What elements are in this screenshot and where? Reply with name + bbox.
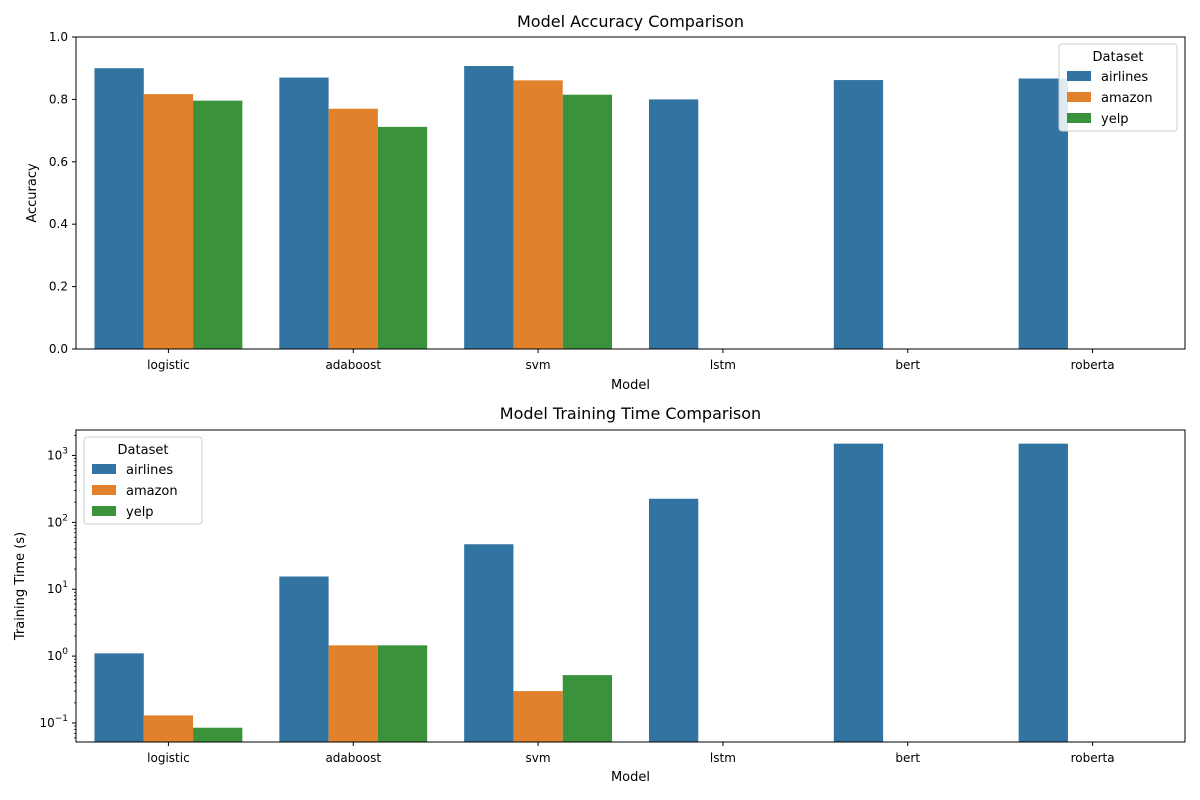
bar-yelp-logistic — [193, 100, 243, 350]
bar-amazon-adaboost — [328, 108, 378, 349]
x-axis-label: Model — [611, 770, 650, 785]
bar-amazon-logistic — [143, 94, 194, 349]
bar-airlines-adaboost — [279, 77, 329, 349]
bar-amazon-adaboost — [328, 645, 378, 742]
chart-title: Model Training Time Comparison — [500, 404, 761, 423]
x-tick-label: lstm — [710, 751, 736, 765]
legend-title: Dataset — [1093, 50, 1144, 65]
legend-title: Dataset — [118, 443, 169, 458]
bar-airlines-adaboost — [279, 576, 329, 742]
bars-group — [94, 443, 1068, 742]
legend-swatch-yelp — [1067, 113, 1091, 123]
bar-yelp-svm — [562, 94, 613, 349]
bar-amazon-svm — [513, 691, 563, 742]
y-tick-label: 103 — [47, 446, 68, 462]
y-tick-label: 101 — [47, 580, 68, 596]
legend-label-yelp: yelp — [1101, 112, 1129, 127]
x-tick-label: logistic — [147, 751, 190, 765]
x-tick-label: svm — [526, 358, 551, 372]
bar-airlines-bert — [833, 80, 884, 349]
plot-frame — [75, 36, 1186, 350]
x-tick-label: adaboost — [325, 358, 381, 372]
x-ticks: logistic adaboost svm lstm bert roberta — [147, 742, 1115, 765]
legend-swatch-amazon — [92, 485, 116, 495]
bar-yelp-logistic — [193, 727, 243, 742]
legend-swatch-airlines — [92, 464, 116, 474]
legend: Dataset airlines amazon yelp — [1058, 43, 1178, 132]
x-axis-label: Model — [611, 378, 650, 393]
legend-label-yelp: yelp — [126, 505, 154, 520]
bar-yelp-svm — [562, 675, 613, 742]
bar-airlines-svm — [464, 66, 514, 350]
bar-airlines-bert — [833, 443, 884, 742]
plot-frame — [75, 429, 1186, 743]
y-tick-label: 1.0 — [49, 30, 68, 44]
y-tick-label: 100 — [47, 647, 68, 663]
y-tick-label: 0.0 — [49, 342, 68, 356]
legend-box — [83, 436, 203, 525]
bar-amazon-logistic — [143, 715, 194, 742]
y-ticks: 0.0 0.2 0.4 0.6 0.8 1.0 — [49, 30, 76, 356]
y-tick-label: 0.4 — [49, 217, 68, 231]
y-axis-label: Accuracy — [25, 163, 40, 223]
y-tick-label: 0.2 — [49, 280, 68, 294]
training-time-chart: Model Training Time Comparison logistic a… — [13, 404, 1186, 785]
bar-airlines-lstm — [648, 99, 699, 350]
bars-group — [94, 66, 1068, 350]
legend-box — [1058, 43, 1178, 132]
x-tick-label: logistic — [147, 358, 190, 372]
accuracy-chart: Model Accuracy Comparison logistic adaboo… — [25, 12, 1186, 393]
y-tick-label: 0.8 — [49, 92, 68, 106]
x-tick-label: roberta — [1071, 358, 1115, 372]
legend-label-amazon: amazon — [1101, 91, 1153, 106]
legend-label-airlines: airlines — [126, 463, 173, 478]
legend: Dataset airlines amazon yelp — [83, 436, 203, 525]
legend-label-amazon: amazon — [126, 484, 178, 499]
bar-airlines-logistic — [94, 68, 144, 349]
legend-label-airlines: airlines — [1101, 70, 1148, 85]
x-tick-label: bert — [895, 751, 920, 765]
y-ticks: 10−1 100 101 102 103 — [39, 434, 76, 739]
x-tick-label: adaboost — [325, 751, 381, 765]
bar-airlines-svm — [464, 544, 514, 742]
legend-swatch-airlines — [1067, 71, 1091, 81]
bar-airlines-logistic — [94, 653, 144, 742]
bar-yelp-adaboost — [377, 126, 428, 349]
legend-swatch-yelp — [92, 506, 116, 516]
y-tick-label: 0.6 — [49, 155, 68, 169]
bar-airlines-roberta — [1018, 443, 1068, 742]
y-axis-label: Training Time (s) — [13, 532, 28, 641]
x-tick-label: bert — [895, 358, 920, 372]
x-tick-label: lstm — [710, 358, 736, 372]
chart-title: Model Accuracy Comparison — [517, 12, 744, 31]
y-tick-label: 10−1 — [39, 714, 68, 730]
legend-swatch-amazon — [1067, 92, 1091, 102]
bar-airlines-lstm — [648, 498, 699, 742]
y-tick-label: 102 — [47, 513, 68, 529]
bar-yelp-adaboost — [377, 645, 428, 742]
x-ticks: logistic adaboost svm lstm bert roberta — [147, 349, 1115, 372]
x-tick-label: svm — [526, 751, 551, 765]
bar-amazon-svm — [513, 80, 563, 350]
x-tick-label: roberta — [1071, 751, 1115, 765]
